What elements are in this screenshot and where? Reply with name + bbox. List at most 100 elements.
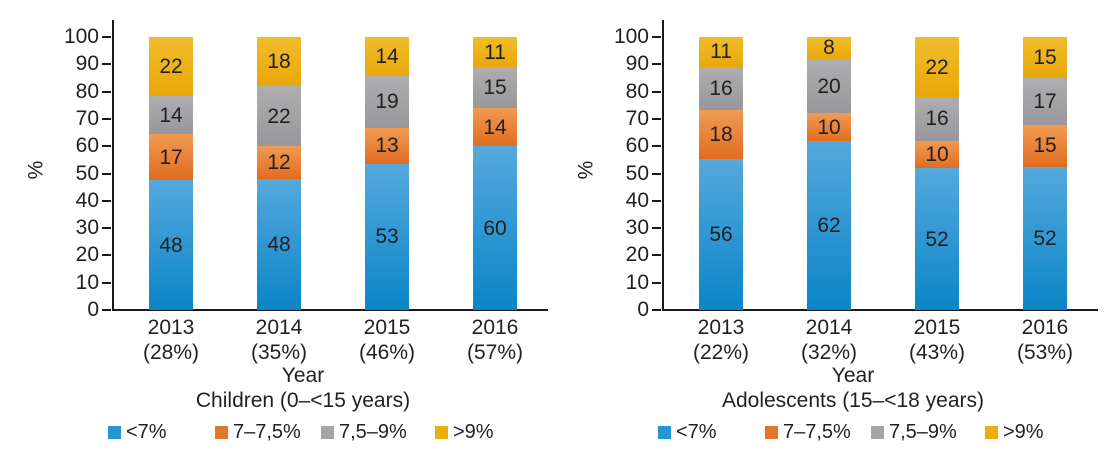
legend-label: >9% — [453, 421, 494, 443]
y-tick-mark — [102, 254, 111, 257]
y-tick-mark — [102, 281, 111, 284]
group-label: Children (0–<15 years) — [195, 389, 411, 412]
x-percent-sublabel: (53%) — [1016, 341, 1074, 364]
y-tick-label: 40 — [75, 188, 99, 212]
y-axis — [662, 20, 664, 311]
x-category-label: 2014 (32%) — [774, 315, 884, 365]
bar-value-label: 19 — [375, 90, 399, 114]
legend-swatch — [871, 425, 884, 439]
bar-segment: 53 — [365, 163, 409, 310]
stacked-bar: 53 13 19 14 — [365, 37, 409, 310]
legend-item: >9% — [985, 422, 1044, 442]
legend-item: 7–7,5% — [765, 422, 851, 442]
bar-value-label: 10 — [817, 115, 841, 139]
bar-segment: 8 — [807, 37, 851, 59]
y-tick-mark — [652, 145, 661, 148]
x-category-label: 2016 (57%) — [440, 315, 550, 365]
y-tick-mark — [652, 309, 661, 311]
legend-item: >9% — [435, 422, 494, 442]
bar-value-label: 53 — [375, 225, 399, 249]
y-tick-mark — [102, 90, 111, 93]
bar-segment: 16 — [699, 66, 743, 110]
legend-item: 7–7,5% — [215, 422, 301, 442]
bar-value-label: 12 — [267, 151, 291, 175]
legend-label: >9% — [1003, 421, 1044, 443]
bar-segment: 11 — [473, 37, 517, 68]
bar-segment: 18 — [699, 110, 743, 159]
bar-value-label: 22 — [267, 104, 291, 128]
x-percent-sublabel: (46%) — [358, 341, 416, 364]
y-tick-label: 70 — [625, 106, 649, 130]
y-tick-label: 90 — [75, 52, 99, 76]
x-category-label: 2016 (53%) — [990, 315, 1100, 365]
bar-value-label: 16 — [709, 76, 733, 100]
bar-value-label: 52 — [1033, 226, 1057, 250]
bar-segment: 60 — [473, 146, 517, 310]
legend: <7% 7–7,5% 7,5–9% >9% — [560, 0, 1120, 451]
legend-label: 7,5–9% — [339, 421, 407, 443]
bar-segment: 10 — [807, 113, 851, 141]
legend-swatch — [985, 425, 998, 439]
x-percent-sublabel: (35%) — [250, 341, 308, 364]
bar-value-label: 14 — [483, 115, 507, 139]
y-tick-mark — [652, 254, 661, 257]
bar-value-label: 18 — [709, 122, 733, 146]
y-tick-label: 60 — [625, 134, 649, 158]
y-tick-label: 10 — [625, 270, 649, 294]
y-tick-label: 10 — [75, 270, 99, 294]
x-percent-sublabel: (28%) — [142, 341, 200, 364]
y-tick-mark — [102, 309, 111, 311]
y-tick-label: 90 — [625, 52, 649, 76]
y-tick-label: 80 — [625, 79, 649, 103]
legend-swatch — [435, 425, 448, 439]
y-tick-mark — [652, 90, 661, 93]
y-tick-mark — [102, 63, 111, 66]
y-tick-label: 30 — [625, 216, 649, 240]
legend-label: 7–7,5% — [233, 421, 301, 443]
x-year-label: 2015 — [363, 316, 411, 339]
chart-children: % 0 10 20 30 40 50 60 70 80 90 100 48 17 14 22 48 12 22 1… — [24, 20, 550, 443]
bar-value-label: 62 — [817, 213, 841, 237]
bar-value-label: 18 — [267, 50, 291, 74]
y-tick-label: 60 — [75, 134, 99, 158]
bar-segment: 16 — [915, 97, 959, 141]
legend: <7% 7–7,5% 7,5–9% >9% — [108, 421, 494, 443]
bar-segment: 13 — [365, 128, 409, 164]
bar-value-label: 16 — [925, 107, 949, 131]
bar-segment: 17 — [1023, 78, 1067, 126]
y-tick-mark — [102, 145, 111, 148]
y-tick-label: 70 — [75, 106, 99, 130]
x-year-label: 2015 — [913, 316, 961, 339]
legend-item: <7% — [108, 422, 167, 442]
y-tick-mark — [102, 117, 111, 120]
bar-value-label: 14 — [159, 103, 183, 127]
stacked-bar: 48 17 14 22 — [149, 37, 193, 310]
bar-segment: 62 — [807, 140, 851, 310]
y-tick-mark — [102, 172, 111, 175]
x-axis — [662, 309, 1098, 311]
stacked-bar: 52 10 16 22 — [915, 37, 959, 310]
stacked-bar: 48 12 22 18 — [257, 37, 301, 310]
bar-segment: 14 — [365, 37, 409, 76]
bar-segment: 11 — [699, 37, 743, 67]
x-year-label: 2016 — [1021, 316, 1069, 339]
x-category-label: 2013 (22%) — [666, 315, 776, 365]
bar-segment: 14 — [473, 107, 517, 147]
y-tick-mark — [102, 199, 111, 202]
y-tick-label: 50 — [75, 161, 99, 185]
bar-value-label: 15 — [1033, 134, 1057, 158]
bar-value-label: 56 — [709, 222, 733, 246]
y-tick-label: 30 — [75, 216, 99, 240]
legend-swatch — [108, 425, 121, 439]
y-tick-label: 20 — [75, 243, 99, 267]
bar-value-label: 22 — [925, 55, 949, 79]
y-tick-mark — [652, 117, 661, 120]
bar-segment: 56 — [699, 158, 743, 310]
chart-adolescents: % 0 10 20 30 40 50 60 70 80 90 100 56 18 16 11 62 10 20 8… — [560, 0, 1120, 451]
x-year-label: 2013 — [147, 316, 195, 339]
bar-value-label: 48 — [159, 233, 183, 257]
stacked-bar: 60 14 15 11 — [473, 37, 517, 310]
bar-segment: 20 — [807, 58, 851, 114]
x-percent-sublabel: (57%) — [466, 341, 524, 364]
